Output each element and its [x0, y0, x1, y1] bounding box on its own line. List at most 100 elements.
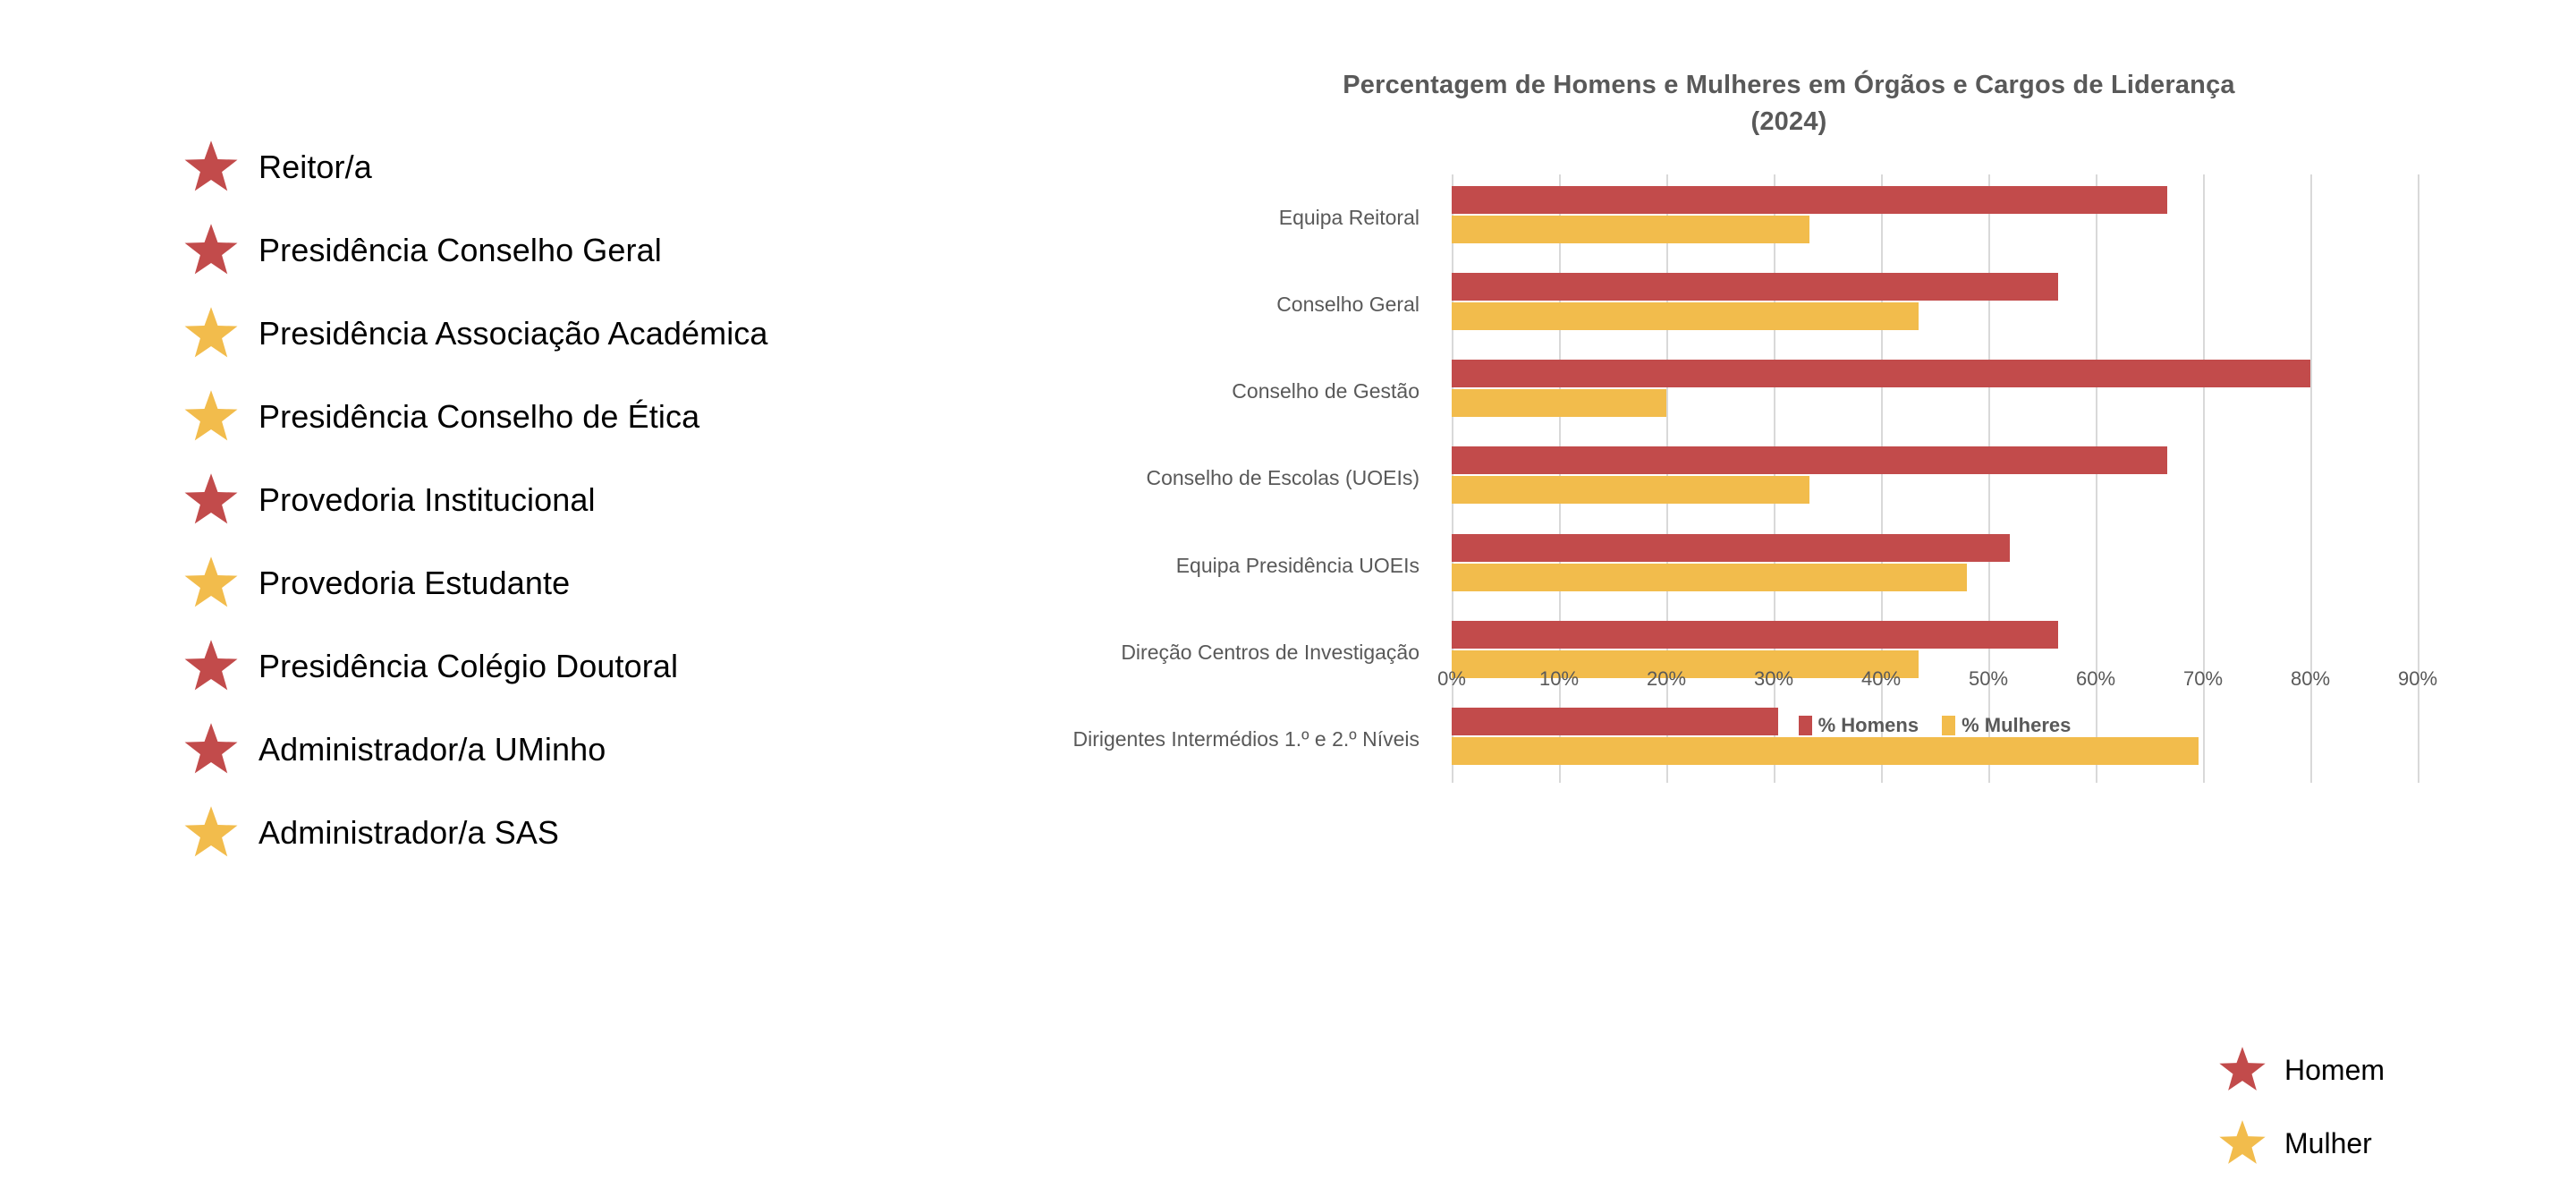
star-icon — [184, 805, 238, 856]
role-list-item: Presidência Conselho de Ética — [183, 375, 1078, 458]
bar-mulheres — [1452, 389, 1666, 418]
role-list-item: Provedoria Institucional — [183, 458, 1078, 541]
role-label: Presidência Colégio Doutoral — [258, 647, 679, 684]
bar-mulheres — [1452, 216, 1809, 243]
category-tick: Conselho de Escolas (UOEIs) — [966, 435, 1436, 522]
category-tick: Dirigentes Intermédios 1.º e 2.º Níveis — [966, 696, 1436, 783]
bar-group — [1452, 261, 2418, 348]
role-list-item: Administrador/a SAS — [183, 791, 1078, 874]
value-tick-label: 60% — [2075, 667, 2116, 690]
value-tick-label: 20% — [1646, 667, 1687, 690]
roles-list: Reitor/a Presidência Conselho Geral Presid… — [183, 125, 1078, 874]
bar-homens — [1452, 186, 2168, 214]
category-label: Conselho Geral — [1276, 293, 1419, 317]
gridline — [2096, 174, 2097, 783]
category-label: Conselho de Gestão — [1232, 379, 1419, 403]
role-list-item: Presidência Conselho Geral — [183, 208, 1078, 292]
bar-group — [1452, 522, 2418, 609]
category-tick: Equipa Reitoral — [966, 174, 1436, 261]
gridline — [2310, 174, 2312, 783]
star-icon — [184, 556, 238, 607]
bar-homens — [1452, 707, 1778, 735]
legend-swatch-icon — [1798, 716, 1812, 735]
star-icon — [184, 639, 238, 690]
value-tick-label: 80% — [2290, 667, 2331, 690]
chart-title-line-1: Percentagem de Homens e Mulheres em Órgã… — [1343, 71, 2235, 99]
value-tick-label: 10% — [1538, 667, 1580, 690]
gender-key-item: Homem — [2218, 1033, 2540, 1107]
star-icon — [184, 472, 238, 523]
value-tick-label: 0% — [1437, 667, 1466, 690]
role-list-item: Presidência Colégio Doutoral — [183, 624, 1078, 708]
value-tick-label: 30% — [1753, 667, 1794, 690]
gridline — [2203, 174, 2205, 783]
bar-mulheres — [1452, 563, 1967, 591]
star-icon — [184, 223, 238, 274]
bar-group — [1452, 609, 2418, 696]
bar-mulheres — [1452, 476, 1809, 505]
category-label: Conselho de Escolas (UOEIs) — [1146, 466, 1419, 490]
gender-star-key: Homem Mulher — [2218, 1033, 2540, 1180]
bar-mulheres — [1452, 649, 1919, 678]
plot-wrapper: Equipa Reitoral Conselho Geral Conselho de… — [966, 174, 2504, 819]
gender-key-item: Mulher — [2218, 1107, 2540, 1180]
category-label: Equipa Presidência UOEIs — [1175, 553, 1419, 577]
gridline — [1988, 174, 1990, 783]
value-tick-label: 40% — [1860, 667, 1902, 690]
plot-area — [1452, 174, 2419, 783]
bar-homens — [1452, 273, 2058, 301]
gridline — [2418, 174, 2419, 783]
category-tick: Conselho de Gestão — [966, 348, 1436, 435]
star-icon — [184, 140, 238, 191]
role-label: Administrador/a SAS — [258, 813, 560, 851]
chart-title: Percentagem de Homens e Mulheres em Órgã… — [1127, 67, 2451, 140]
role-label: Presidência Conselho de Ética — [258, 397, 700, 435]
star-icon — [184, 389, 238, 440]
role-label: Presidência Associação Académica — [258, 314, 768, 352]
chart-title-line-2: (2024) — [1750, 107, 1827, 137]
star-icon — [184, 722, 238, 773]
star-icon — [2219, 1047, 2266, 1091]
category-axis: Equipa Reitoral Conselho Geral Conselho de… — [966, 174, 1436, 783]
category-tick: Direção Centros de Investigação — [966, 609, 1436, 696]
chart-legend: % Homens % Mulheres — [1452, 716, 2418, 735]
gender-key-label: Mulher — [2284, 1127, 2372, 1159]
bar-group — [1452, 435, 2418, 522]
role-list-item: Administrador/a UMinho — [183, 708, 1078, 791]
category-tick: Conselho Geral — [966, 261, 1436, 348]
bar-homens — [1452, 446, 2168, 475]
role-list-item: Reitor/a — [183, 125, 1078, 208]
bar-homens — [1452, 533, 2010, 562]
category-label: Equipa Reitoral — [1278, 206, 1419, 230]
value-tick-label: 70% — [2182, 667, 2224, 690]
bar-group — [1452, 348, 2418, 435]
role-label: Administrador/a UMinho — [258, 730, 606, 768]
bar-mulheres — [1452, 302, 1919, 331]
bar-homens — [1452, 360, 2310, 388]
category-label: Direção Centros de Investigação — [1121, 640, 1419, 664]
category-tick: Equipa Presidência UOEIs — [966, 522, 1436, 609]
role-label: Provedoria Estudante — [258, 564, 571, 601]
role-label: Provedoria Institucional — [258, 480, 596, 518]
role-label: Presidência Conselho Geral — [258, 231, 662, 268]
legend-swatch-icon — [1942, 716, 1956, 735]
bar-group — [1452, 174, 2418, 261]
legend-item[interactable]: % Mulheres — [1942, 716, 2071, 735]
star-icon — [184, 306, 238, 357]
value-tick-label: 90% — [2397, 667, 2438, 690]
category-label: Dirigentes Intermédios 1.º e 2.º Níveis — [1072, 726, 1419, 751]
role-label: Reitor/a — [258, 148, 372, 185]
role-list-item: Presidência Associação Académica — [183, 292, 1078, 375]
legend-label: % Homens — [1818, 714, 1919, 736]
role-list-item: Provedoria Estudante — [183, 541, 1078, 624]
value-tick-label: 50% — [1968, 667, 2009, 690]
star-icon — [2219, 1120, 2266, 1164]
value-axis: 0% 10% 20% 30% 40% 50% 60% 70% 80% 90% — [1437, 667, 2437, 703]
bar-mulheres — [1452, 736, 2199, 765]
gender-key-label: Homem — [2284, 1054, 2385, 1086]
gridline — [1881, 174, 1883, 783]
legend-item[interactable]: % Homens — [1798, 714, 1919, 736]
bar-group — [1452, 696, 2418, 783]
bar-homens — [1452, 620, 2058, 649]
legend-label: % Mulheres — [1962, 714, 2072, 736]
